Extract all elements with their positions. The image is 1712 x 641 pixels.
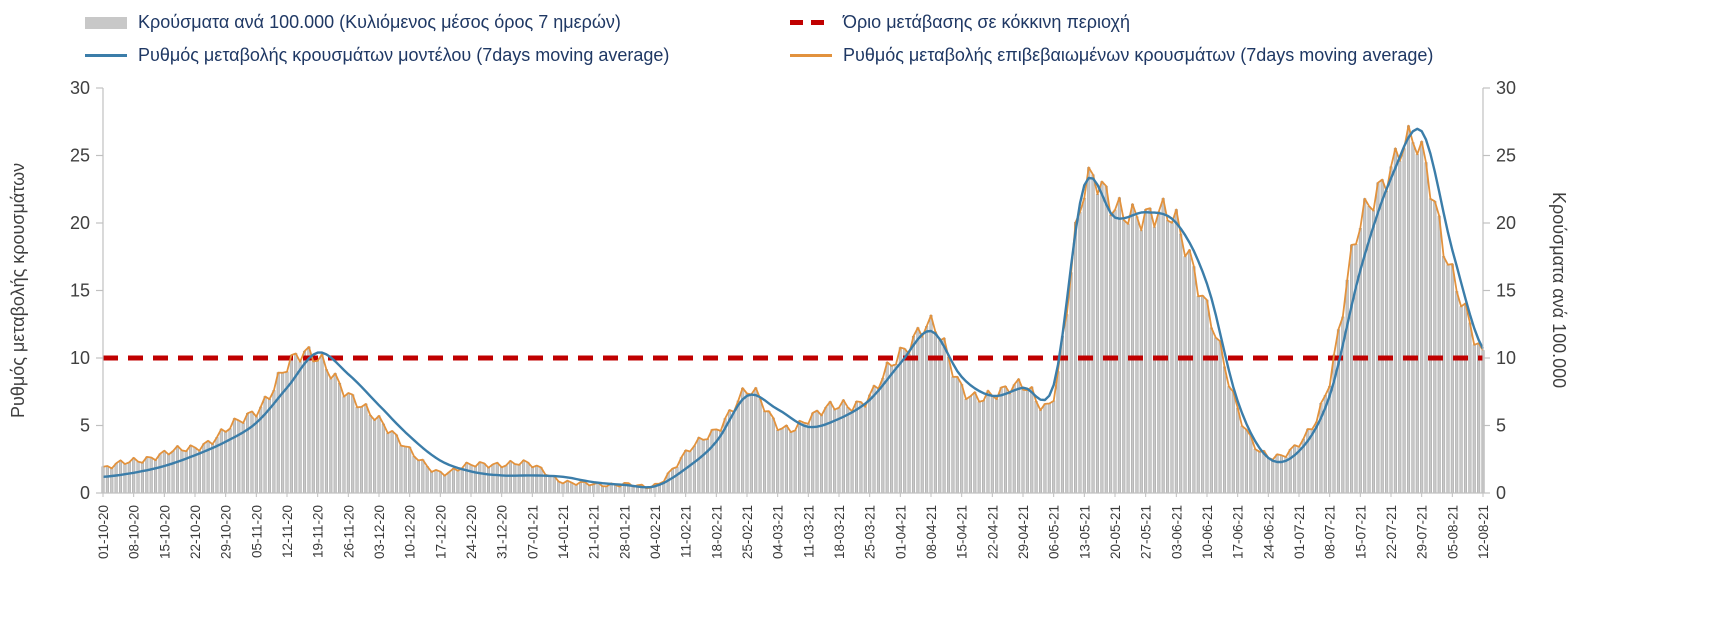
legend-label-model-rate: Ρυθμός μεταβολής κρουσμάτων μοντέλου (7d… [138, 45, 670, 65]
svg-text:15: 15 [70, 281, 90, 301]
svg-text:17-06-21: 17-06-21 [1231, 505, 1246, 559]
svg-text:25: 25 [1496, 146, 1516, 166]
svg-text:29-07-21: 29-07-21 [1415, 505, 1430, 559]
svg-text:30: 30 [70, 78, 90, 98]
svg-text:06-05-21: 06-05-21 [1047, 505, 1062, 559]
svg-text:21-01-21: 21-01-21 [587, 505, 602, 559]
svg-text:15: 15 [1496, 281, 1516, 301]
legend-item-threshold: Όριο μετάβασης σε κόκκινη περιοχή [790, 12, 1130, 33]
svg-text:01-04-21: 01-04-21 [893, 505, 908, 559]
svg-text:14-01-21: 14-01-21 [556, 505, 571, 559]
svg-text:18-03-21: 18-03-21 [832, 505, 847, 559]
svg-text:27-05-21: 27-05-21 [1139, 505, 1154, 559]
svg-text:03-12-20: 03-12-20 [372, 505, 387, 559]
svg-text:12-11-20: 12-11-20 [280, 505, 295, 558]
legend-item-model-rate: Ρυθμός μεταβολής κρουσμάτων μοντέλου (7d… [85, 45, 669, 66]
svg-text:29-10-20: 29-10-20 [219, 505, 234, 559]
svg-text:0: 0 [1496, 483, 1506, 503]
svg-text:30: 30 [1496, 78, 1516, 98]
svg-text:15-10-20: 15-10-20 [157, 505, 172, 559]
blue-line-swatch-icon [85, 54, 127, 57]
svg-text:20: 20 [1496, 213, 1516, 233]
legend-item-confirmed-rate: Ρυθμός μεταβολής επιβεβαιωμένων κρουσμάτ… [790, 45, 1433, 66]
svg-text:08-10-20: 08-10-20 [127, 505, 142, 559]
svg-text:31-12-20: 31-12-20 [495, 505, 510, 559]
svg-text:5: 5 [80, 416, 90, 436]
red-dash-swatch-icon [790, 20, 832, 25]
svg-text:24-06-21: 24-06-21 [1261, 505, 1276, 559]
svg-text:10: 10 [1496, 348, 1516, 368]
svg-text:01-07-21: 01-07-21 [1292, 505, 1307, 559]
svg-text:0: 0 [80, 483, 90, 503]
svg-text:11-02-21: 11-02-21 [679, 505, 694, 558]
svg-text:19-11-20: 19-11-20 [311, 505, 326, 558]
svg-text:01-10-20: 01-10-20 [96, 505, 111, 559]
legend-item-cases-bars: Κρούσματα ανά 100.000 (Κυλιόμενος μέσος … [85, 12, 621, 33]
y-axis-title-right: Κρούσματα ανά 100.000 [1549, 192, 1569, 389]
svg-text:25-02-21: 25-02-21 [740, 505, 755, 559]
svg-text:28-01-21: 28-01-21 [617, 505, 632, 559]
svg-text:04-03-21: 04-03-21 [771, 505, 786, 559]
svg-text:05-08-21: 05-08-21 [1445, 505, 1460, 559]
svg-text:15-04-21: 15-04-21 [955, 505, 970, 559]
svg-text:20: 20 [70, 213, 90, 233]
svg-text:07-01-21: 07-01-21 [525, 505, 540, 559]
svg-text:29-04-21: 29-04-21 [1016, 505, 1031, 559]
svg-text:22-07-21: 22-07-21 [1384, 505, 1399, 559]
svg-text:05-11-20: 05-11-20 [249, 505, 264, 558]
svg-text:25-03-21: 25-03-21 [863, 505, 878, 559]
svg-text:10-12-20: 10-12-20 [403, 505, 418, 559]
svg-text:5: 5 [1496, 416, 1506, 436]
bar-swatch-icon [85, 16, 127, 29]
svg-text:03-06-21: 03-06-21 [1169, 505, 1184, 559]
svg-text:22-04-21: 22-04-21 [985, 505, 1000, 559]
svg-text:08-07-21: 08-07-21 [1323, 505, 1338, 559]
svg-text:10: 10 [70, 348, 90, 368]
svg-text:18-02-21: 18-02-21 [709, 505, 724, 559]
svg-text:11-03-21: 11-03-21 [801, 505, 816, 558]
svg-text:17-12-20: 17-12-20 [433, 505, 448, 559]
svg-text:24-12-20: 24-12-20 [464, 505, 479, 559]
y-axis-title-left: Ρυθμός μεταβολής κρουσμάτων [8, 162, 28, 419]
svg-text:20-05-21: 20-05-21 [1108, 505, 1123, 559]
svg-text:13-05-21: 13-05-21 [1077, 505, 1092, 559]
svg-text:08-04-21: 08-04-21 [924, 505, 939, 559]
svg-text:12-08-21: 12-08-21 [1476, 505, 1491, 559]
svg-text:25: 25 [70, 146, 90, 166]
legend-label-cases-bars: Κρούσματα ανά 100.000 (Κυλιόμενος μέσος … [138, 12, 621, 32]
svg-text:10-06-21: 10-06-21 [1200, 505, 1215, 559]
svg-text:04-02-21: 04-02-21 [648, 505, 663, 559]
svg-text:26-11-20: 26-11-20 [341, 505, 356, 558]
legend-label-threshold: Όριο μετάβασης σε κόκκινη περιοχή [843, 12, 1131, 32]
svg-text:22-10-20: 22-10-20 [188, 505, 203, 559]
orange-line-swatch-icon [790, 54, 832, 57]
legend-label-confirmed-rate: Ρυθμός μεταβολής επιβεβαιωμένων κρουσμάτ… [843, 45, 1434, 65]
svg-text:15-07-21: 15-07-21 [1353, 505, 1368, 559]
